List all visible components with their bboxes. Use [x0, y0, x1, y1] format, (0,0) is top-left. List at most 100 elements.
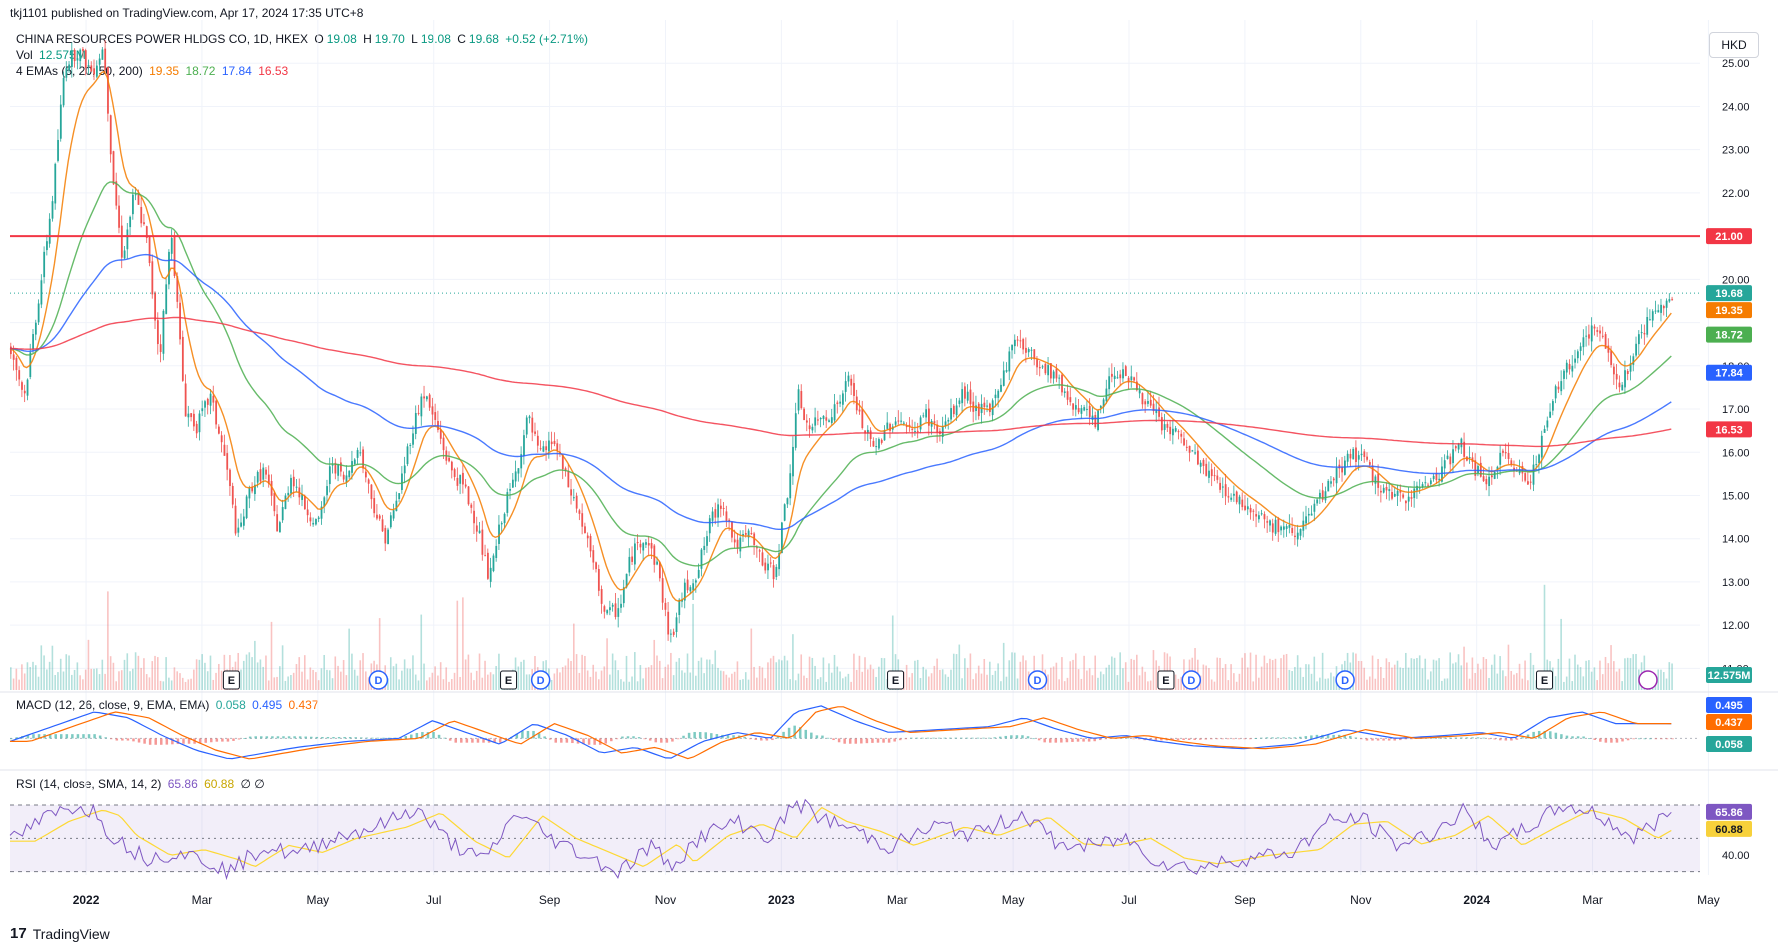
volume-bar: [1302, 676, 1305, 690]
candle-body: [1061, 374, 1063, 393]
footer-brand[interactable]: 17 TradingView: [10, 925, 110, 942]
candle-body: [975, 405, 977, 412]
volume-bar: [170, 680, 173, 690]
macd-hist-bar: [665, 738, 669, 743]
macd-hist-bar: [1187, 738, 1191, 741]
candle-body: [381, 519, 384, 532]
candle-body: [1579, 346, 1582, 351]
volume-bar: [1435, 660, 1438, 690]
volume-bar: [842, 678, 844, 690]
rsi-value: 65.86: [167, 777, 198, 791]
footer-brand-label: TradingView: [32, 925, 110, 942]
volume-bar: [76, 662, 79, 690]
volume-bar: [1230, 664, 1232, 690]
macd-hist-bar: [321, 736, 324, 739]
volume-bar: [23, 673, 26, 690]
macd-hist-bar: [898, 738, 902, 741]
macd-hist-bar: [810, 732, 813, 739]
volume-bar: [595, 671, 597, 690]
badge-ema200: 16.53: [1715, 424, 1743, 436]
candle-body: [143, 222, 145, 225]
candle-body: [1177, 431, 1180, 433]
volume-bar: [1527, 680, 1529, 690]
rsi-extra: ∅ ∅: [240, 777, 265, 791]
candle-body: [728, 519, 731, 522]
candle-body: [1360, 453, 1363, 456]
macd-hist-bar: [743, 736, 746, 739]
volume-bar: [101, 659, 104, 690]
volume-bar: [1588, 660, 1590, 690]
macd-hist-bar: [1626, 738, 1630, 741]
candle-body: [800, 391, 803, 409]
volume-bar: [1327, 678, 1329, 690]
macd-hist-bar: [676, 738, 680, 740]
candle-body: [977, 403, 980, 417]
macd-hist-bar: [76, 734, 80, 739]
macd-hist-bar: [65, 734, 69, 739]
volume-bar: [1485, 658, 1488, 690]
candle-body: [1097, 410, 1099, 430]
volume-bar: [337, 665, 339, 690]
candle-body: [87, 64, 90, 66]
candle-body: [614, 603, 617, 617]
macd-hist-bar: [454, 738, 457, 743]
volume-bar: [839, 671, 841, 690]
candle-body: [284, 495, 287, 509]
volume-bar: [187, 679, 190, 690]
candle-body: [792, 446, 794, 477]
candle-body: [59, 104, 62, 139]
macd-hist-bar: [448, 738, 452, 741]
candle-body: [26, 379, 29, 396]
volume-bar: [717, 667, 719, 690]
volume-bar: [473, 680, 475, 690]
candle-body: [1452, 449, 1454, 464]
candle-body: [634, 543, 636, 565]
macd-hist-bar: [126, 738, 130, 741]
macd-hist-bar: [148, 738, 152, 745]
volume-bar: [1382, 678, 1385, 690]
volume-bar: [334, 656, 337, 690]
candle-body: [1552, 401, 1554, 411]
volume-bar: [345, 675, 348, 690]
x-tick-label: May: [1002, 893, 1025, 907]
candle-body: [176, 276, 179, 302]
volume-bar: [15, 668, 18, 690]
macd-hist-bar: [532, 730, 535, 739]
macd-hist-bar: [1065, 738, 1069, 743]
candle-body: [958, 400, 961, 404]
macd-hist-bar: [998, 736, 1002, 739]
candle-body: [478, 530, 481, 534]
volume-bar: [43, 655, 45, 690]
volume-bar: [1624, 658, 1626, 690]
macd-hist-bar: [1599, 738, 1602, 742]
macd-hist-bar: [1365, 738, 1369, 741]
volume-bar: [204, 662, 206, 690]
volume-bar: [672, 675, 675, 690]
macd-hist-bar: [926, 737, 930, 739]
candle-body: [1637, 334, 1640, 345]
candle-body: [1163, 424, 1166, 430]
macd-hist-bar: [1649, 738, 1652, 740]
candle-body: [1660, 304, 1662, 313]
macd-hist-bar: [254, 736, 257, 739]
volume-bar: [323, 654, 325, 690]
volume-bar: [1488, 677, 1490, 690]
volume-bar: [950, 669, 952, 690]
volume-bar: [744, 672, 747, 690]
volume-bar: [21, 664, 23, 690]
volume-bar: [1368, 676, 1371, 690]
volume-bar: [567, 658, 570, 690]
candle-body: [767, 563, 769, 571]
candle-body: [1443, 460, 1446, 469]
candle-body: [911, 428, 914, 430]
volume-bar: [445, 667, 448, 690]
volume-bar: [1210, 679, 1213, 690]
y-tick-label: 23.00: [1722, 145, 1750, 157]
macd-hist-value: 0.058: [215, 698, 246, 712]
candle-body: [1155, 410, 1158, 414]
volume-bar: [267, 680, 270, 690]
volume-bar: [1468, 678, 1471, 690]
volume-bar: [775, 662, 778, 690]
currency-button[interactable]: HKD: [1709, 32, 1759, 58]
